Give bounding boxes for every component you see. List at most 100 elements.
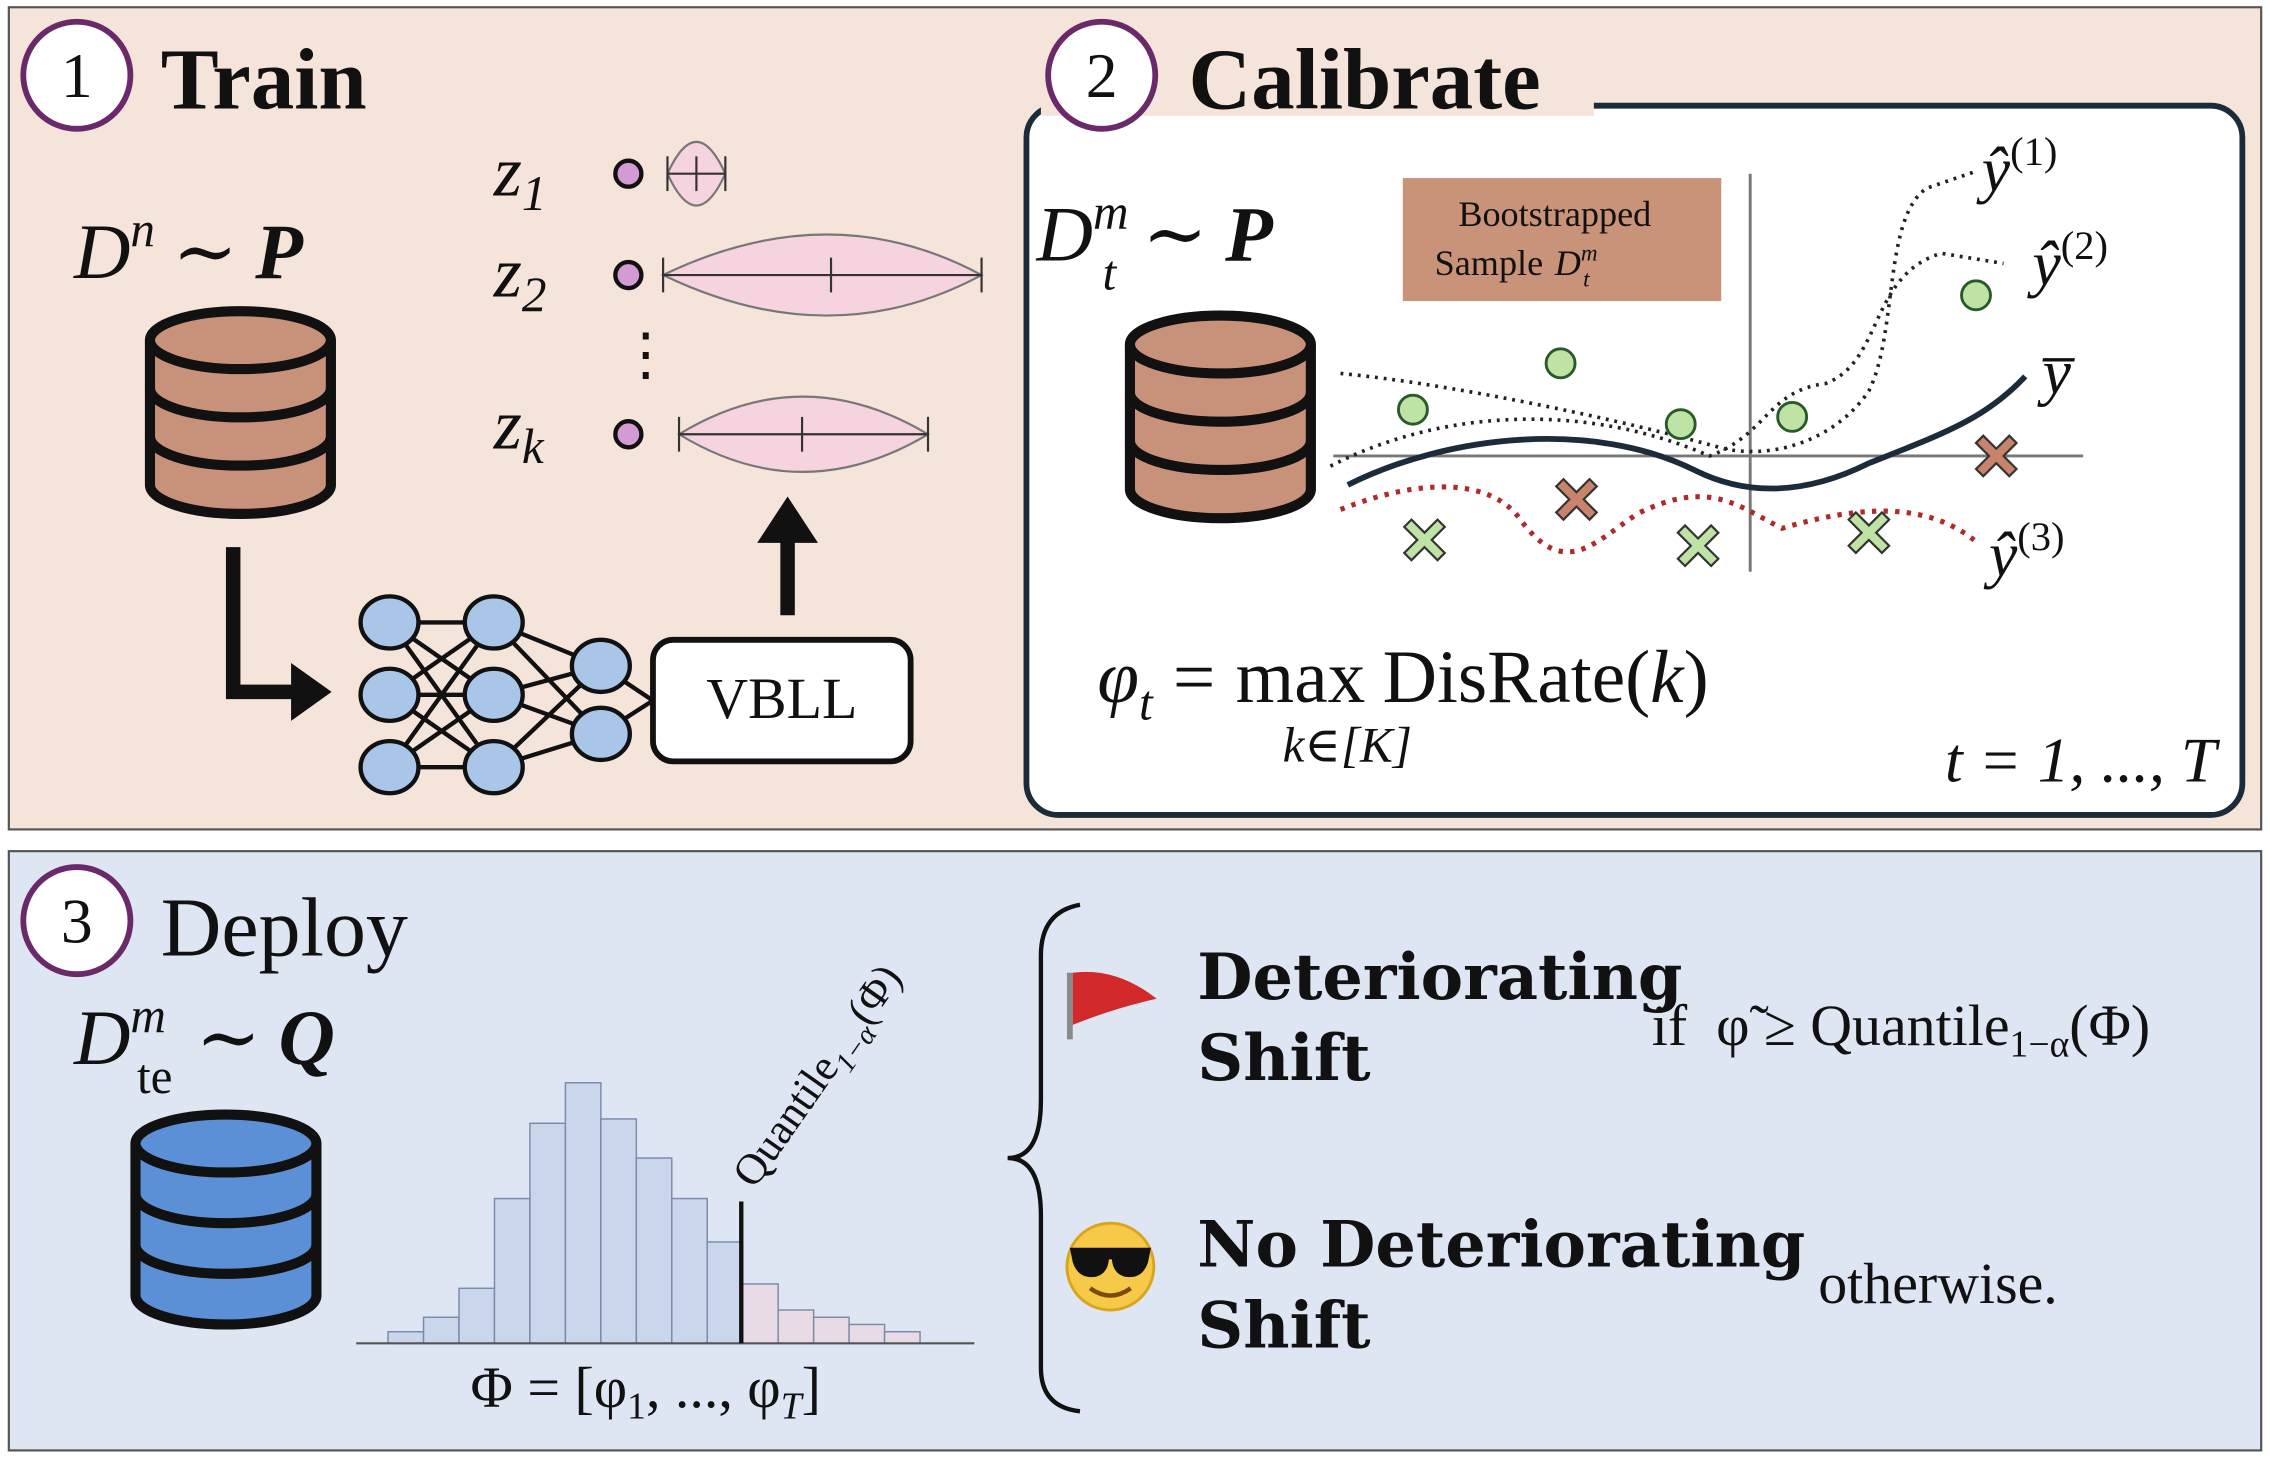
- nn-node: [462, 738, 525, 796]
- nn-node: [358, 738, 421, 796]
- database-top: [130, 1109, 322, 1178]
- database: [1124, 344, 1316, 524]
- smile: [1088, 1286, 1132, 1298]
- sup: (1): [2010, 129, 2057, 174]
- dataset-label: Dn ∼ P: [73, 202, 304, 295]
- hist-bar: [458, 1287, 496, 1345]
- sub: 1: [522, 166, 547, 221]
- relation: ∼: [196, 994, 261, 1081]
- point: [1960, 279, 1992, 312]
- sup: m: [1581, 241, 1598, 267]
- arrowhead: [757, 496, 818, 543]
- hist-bar: [706, 1241, 744, 1345]
- database-band: [144, 387, 336, 423]
- point: [1664, 408, 1697, 441]
- hist-bar: [741, 1283, 779, 1345]
- sample-box: [1402, 178, 1722, 302]
- hist-bar: [422, 1316, 460, 1345]
- latent-dot: [613, 419, 644, 450]
- hist-bar: [529, 1122, 567, 1345]
- base: ŷ: [1983, 519, 2018, 590]
- base: ŷ: [1976, 134, 2011, 205]
- op: max: [1236, 636, 1366, 719]
- database-band: [130, 1244, 322, 1279]
- step-number: 1: [61, 40, 93, 111]
- nn-node: [462, 666, 525, 724]
- sub: t: [1583, 267, 1590, 293]
- point: [1544, 347, 1577, 380]
- name: z: [493, 233, 522, 313]
- cross-point: [1554, 477, 1599, 522]
- sample-line: Sample Dm t: [1435, 241, 1598, 293]
- dist: P: [254, 208, 304, 295]
- relation: ∼: [172, 208, 238, 295]
- hist-bar: [848, 1323, 886, 1345]
- latents: z1 z2 ⋮ zk: [493, 131, 675, 474]
- badge: [1045, 18, 1159, 132]
- sub: 1: [627, 1386, 646, 1428]
- nn-node: [462, 594, 525, 651]
- symbol: D: [1036, 191, 1093, 278]
- formula-sub: k∈[K]: [1283, 717, 1412, 772]
- lhs: φ: [1097, 636, 1139, 719]
- step-number: 2: [1086, 40, 1118, 111]
- latent-label: z1: [493, 131, 547, 220]
- shapes: [130, 141, 2084, 1414]
- dataset-label: Dm t ∼ P: [1036, 185, 1275, 301]
- point: [1776, 400, 1809, 433]
- hist-bar: [671, 1197, 708, 1345]
- curve-label: ŷ(3): [1983, 514, 2065, 590]
- step-number: 3: [61, 885, 93, 956]
- badge: [20, 864, 134, 978]
- curve-labels: ŷ(1) ŷ(2) y̅ ŷ(3): [1976, 129, 2108, 590]
- cross-point: [1402, 518, 1447, 562]
- step-badges: 1 2 3: [20, 18, 1159, 978]
- sup: n: [130, 202, 155, 257]
- sub: 2: [522, 267, 547, 322]
- sample-line: Bootstrapped: [1458, 194, 1651, 234]
- hist-bar: [493, 1197, 531, 1345]
- latent-dot: [613, 158, 644, 189]
- symbol: D: [73, 208, 130, 295]
- nn-node: [569, 705, 632, 763]
- calibrate-box: [1023, 102, 2246, 818]
- relation: ∼: [1142, 191, 1207, 278]
- outcome-line: No Deteriorating: [1197, 1208, 1805, 1283]
- symbol: D: [1554, 243, 1581, 283]
- panel-title: Deploy: [161, 881, 408, 974]
- base: ŷ: [2026, 228, 2061, 299]
- cross-point: [1676, 523, 1720, 568]
- database-top: [1124, 310, 1316, 379]
- database-top: [144, 306, 336, 375]
- curve-label: y̅: [2037, 337, 2076, 408]
- hist-bar: [600, 1118, 638, 1345]
- outcome-line: Shift: [1197, 1021, 1371, 1096]
- sunglasses: [1069, 1247, 1151, 1278]
- badge: [20, 18, 134, 132]
- curve-mean: [1346, 374, 2028, 492]
- name: z: [493, 131, 522, 211]
- condition: otherwise.: [1818, 1251, 2058, 1316]
- database-band: [130, 1193, 322, 1229]
- cross-point: [1847, 510, 1891, 555]
- sup: m: [130, 988, 166, 1043]
- nn-node: [569, 637, 632, 695]
- outcome-line: Deteriorating: [1197, 940, 1682, 1015]
- close: ): [1684, 636, 1709, 719]
- phi-set: Φ = [φ1, ..., φT]: [471, 1355, 821, 1428]
- sub: k: [522, 419, 545, 474]
- nn-edge: [387, 621, 496, 769]
- panel-title: Train: [161, 32, 367, 128]
- close: ]: [802, 1355, 821, 1420]
- vbll-label: VBLL: [706, 666, 857, 731]
- symbol: D: [73, 994, 130, 1081]
- arrowhead: [291, 662, 332, 721]
- sub: t: [1103, 246, 1118, 301]
- sup: (2): [2061, 223, 2108, 268]
- lhs: Φ = [φ: [471, 1355, 628, 1420]
- curve-label: ŷ(2): [2026, 223, 2108, 299]
- curve-label: ŷ(1): [1976, 129, 2058, 205]
- flag: [1072, 971, 1157, 1025]
- brace: [1007, 902, 1081, 1414]
- face: [1065, 1221, 1156, 1312]
